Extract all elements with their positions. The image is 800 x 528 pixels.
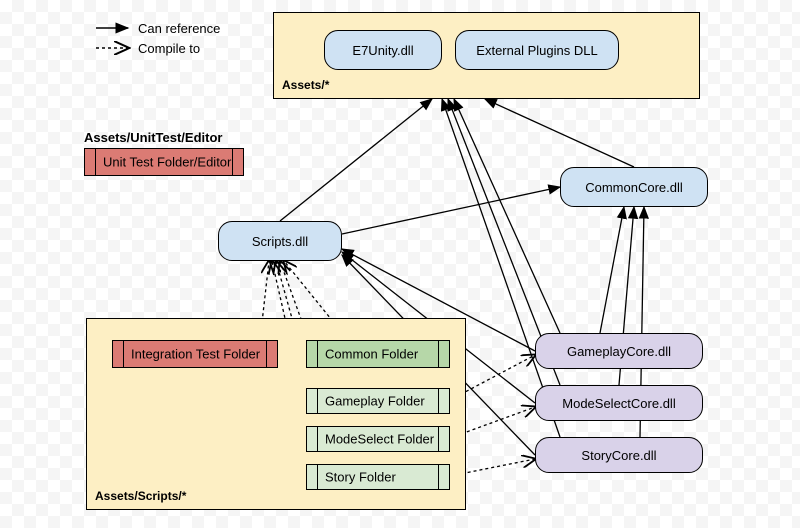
node-modeselectcore: ModeSelectCore.dll	[535, 385, 703, 421]
node-e7unity-label: E7Unity.dll	[352, 43, 413, 58]
node-storycore-label: StoryCore.dll	[581, 448, 656, 463]
node-commoncore: CommonCore.dll	[560, 167, 708, 207]
folder-modeselect-label: ModeSelect Folder	[325, 432, 434, 447]
folder-modeselect: ModeSelect Folder	[306, 426, 450, 452]
node-modeselcore-label: ModeSelectCore.dll	[562, 396, 675, 411]
node-commoncore-label: CommonCore.dll	[585, 180, 683, 195]
folder-integration: Integration Test Folder	[112, 340, 278, 368]
folder-integration-label: Integration Test Folder	[131, 347, 260, 362]
node-storycore: StoryCore.dll	[535, 437, 703, 473]
folder-gameplay-label: Gameplay Folder	[325, 394, 425, 409]
folder-common: Common Folder	[306, 340, 450, 368]
legend-can-reference: Can reference	[138, 21, 220, 36]
legend-unit-path: Assets/UnitTest/Editor	[84, 130, 222, 145]
container-assets-label: Assets/*	[282, 78, 329, 92]
node-external-plugins: External Plugins DLL	[455, 30, 619, 70]
diagram-stage: Can reference Compile to Assets/UnitTest…	[0, 0, 800, 528]
node-scriptsdll: Scripts.dll	[218, 221, 342, 261]
folder-gameplay: Gameplay Folder	[306, 388, 450, 414]
node-e7unity: E7Unity.dll	[324, 30, 442, 70]
node-gameplaycore: GameplayCore.dll	[535, 333, 703, 369]
node-gameplaycore-label: GameplayCore.dll	[567, 344, 671, 359]
legend-compile-to: Compile to	[138, 41, 200, 56]
folder-unit-test: Unit Test Folder/Editor	[84, 148, 244, 176]
node-scriptsdll-label: Scripts.dll	[252, 234, 308, 249]
container-scripts-label: Assets/Scripts/*	[95, 489, 186, 503]
node-external-label: External Plugins DLL	[476, 43, 597, 58]
folder-unit-test-label: Unit Test Folder/Editor	[103, 155, 231, 170]
folder-story: Story Folder	[306, 464, 450, 490]
folder-common-label: Common Folder	[325, 347, 418, 362]
folder-story-label: Story Folder	[325, 470, 396, 485]
